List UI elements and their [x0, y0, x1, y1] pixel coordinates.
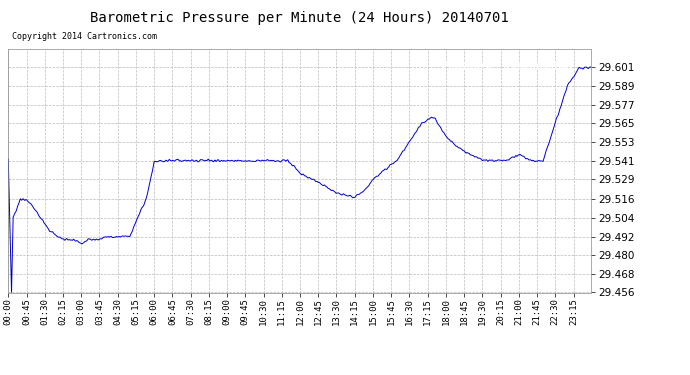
Text: Pressure  (Inches/Hg): Pressure (Inches/Hg) — [442, 61, 573, 71]
Text: Copyright 2014 Cartronics.com: Copyright 2014 Cartronics.com — [12, 32, 157, 41]
Text: Barometric Pressure per Minute (24 Hours) 20140701: Barometric Pressure per Minute (24 Hours… — [90, 11, 509, 25]
